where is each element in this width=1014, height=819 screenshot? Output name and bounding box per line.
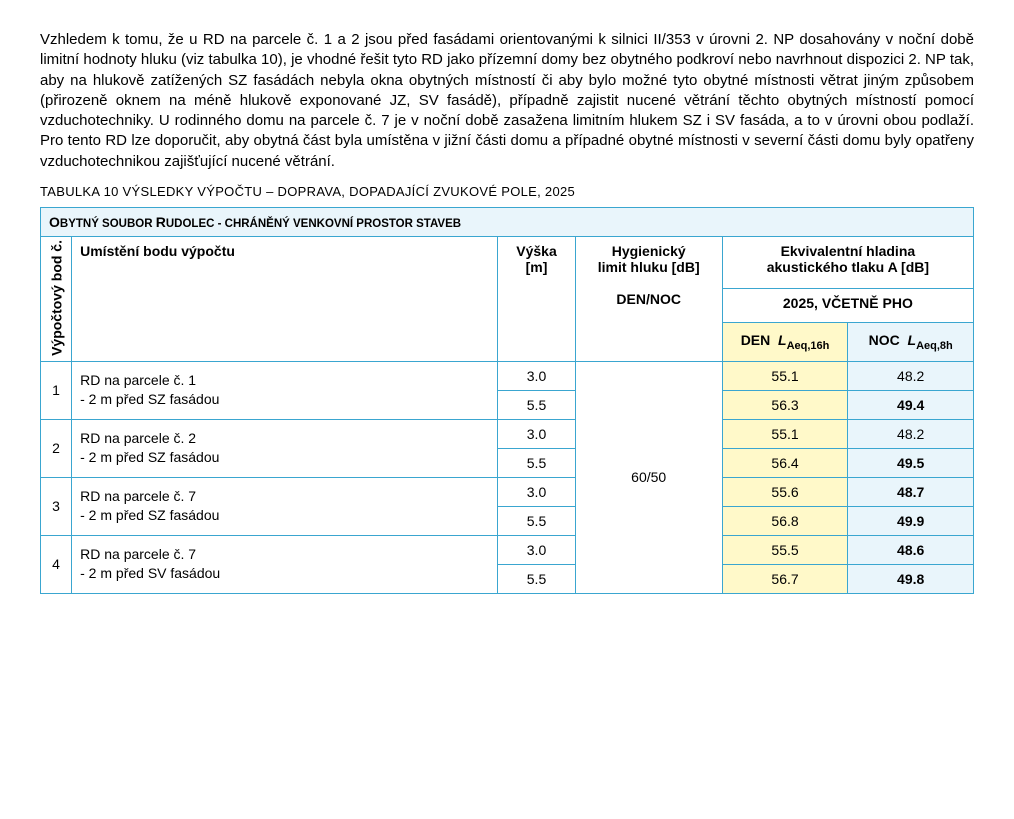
den-value: 56.3 (722, 390, 848, 419)
noc-value: 49.9 (848, 506, 974, 535)
table-row: 3RD na parcele č. 7- 2 m před SZ fasádou… (41, 477, 974, 506)
height-value: 3.0 (498, 535, 575, 564)
col-umisteni: Umístění bodu výpočtu (72, 236, 498, 361)
col-den: DEN LAeq,16h (722, 323, 848, 361)
den-value: 55.1 (722, 419, 848, 448)
height-value: 5.5 (498, 506, 575, 535)
height-value: 5.5 (498, 448, 575, 477)
table-title: Obytný soubor Rudolec - chráněný venkovn… (41, 207, 974, 236)
col-noc: NOC LAeq,8h (848, 323, 974, 361)
noc-value: 49.4 (848, 390, 974, 419)
col-vyska: Výška[m] (498, 236, 575, 361)
height-value: 3.0 (498, 419, 575, 448)
table-row: 1RD na parcele č. 1- 2 m před SZ fasádou… (41, 361, 974, 390)
table-row: 4RD na parcele č. 7- 2 m před SV fasádou… (41, 535, 974, 564)
height-value: 5.5 (498, 564, 575, 593)
den-value: 55.5 (722, 535, 848, 564)
limit-value: 60/50 (575, 361, 722, 593)
noc-value: 48.2 (848, 419, 974, 448)
row-description: RD na parcele č. 1- 2 m před SZ fasádou (72, 361, 498, 419)
noc-value: 48.6 (848, 535, 974, 564)
den-value: 56.8 (722, 506, 848, 535)
height-value: 3.0 (498, 477, 575, 506)
den-value: 55.6 (722, 477, 848, 506)
col-vyp-bod: Výpočtový bod č. (41, 236, 72, 361)
noc-value: 49.8 (848, 564, 974, 593)
col-hyg-limit: Hygienickýlimit hluku [dB]DEN/NOC (575, 236, 722, 361)
row-number: 4 (41, 535, 72, 593)
den-value: 55.1 (722, 361, 848, 390)
noc-value: 48.2 (848, 361, 974, 390)
noc-value: 48.7 (848, 477, 974, 506)
row-description: RD na parcele č. 7- 2 m před SV fasádou (72, 535, 498, 593)
table-row: 2RD na parcele č. 2- 2 m před SZ fasádou… (41, 419, 974, 448)
col-ekv-hladina: Ekvivalentní hladinaakustického tlaku A … (722, 236, 973, 289)
den-value: 56.7 (722, 564, 848, 593)
noc-value: 49.5 (848, 448, 974, 477)
table-caption: TABULKA 10 VÝSLEDKY VÝPOČTU – DOPRAVA, D… (40, 184, 974, 199)
row-description: RD na parcele č. 7- 2 m před SZ fasádou (72, 477, 498, 535)
noise-results-table: Obytný soubor Rudolec - chráněný venkovn… (40, 207, 974, 594)
row-description: RD na parcele č. 2- 2 m před SZ fasádou (72, 419, 498, 477)
row-number: 2 (41, 419, 72, 477)
col-year: 2025, VČETNĚ PHO (722, 289, 973, 323)
row-number: 1 (41, 361, 72, 419)
body-paragraph: Vzhledem k tomu, že u RD na parcele č. 1… (40, 30, 974, 172)
height-value: 5.5 (498, 390, 575, 419)
den-value: 56.4 (722, 448, 848, 477)
row-number: 3 (41, 477, 72, 535)
height-value: 3.0 (498, 361, 575, 390)
